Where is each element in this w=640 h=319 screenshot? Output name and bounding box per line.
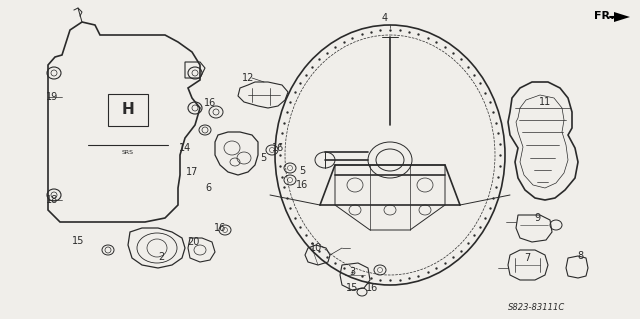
Text: 17: 17	[186, 167, 198, 177]
Text: FR.: FR.	[594, 11, 614, 21]
Text: 15: 15	[72, 236, 84, 246]
Text: 5: 5	[260, 153, 266, 163]
Text: 15: 15	[346, 283, 358, 293]
Text: 12: 12	[242, 73, 254, 83]
Text: 7: 7	[524, 253, 530, 263]
Text: 19: 19	[46, 92, 58, 102]
Text: 10: 10	[310, 243, 322, 253]
Text: 9: 9	[534, 213, 540, 223]
Text: 18: 18	[46, 195, 58, 205]
Text: H: H	[122, 102, 134, 117]
Text: 3: 3	[349, 267, 355, 277]
Text: S823-83111C: S823-83111C	[508, 302, 565, 311]
Text: 5: 5	[299, 166, 305, 176]
Text: 16: 16	[214, 223, 226, 233]
Text: 20: 20	[187, 237, 199, 247]
Text: 16: 16	[204, 98, 216, 108]
Text: 2: 2	[158, 252, 164, 262]
Text: 4: 4	[382, 13, 388, 23]
Text: 6: 6	[205, 183, 211, 193]
Polygon shape	[614, 12, 630, 22]
Text: 16: 16	[272, 143, 284, 153]
Text: 14: 14	[179, 143, 191, 153]
Text: 16: 16	[366, 283, 378, 293]
Text: 8: 8	[577, 251, 583, 261]
Text: 16: 16	[296, 180, 308, 190]
Text: 11: 11	[539, 97, 551, 107]
Text: SRS: SRS	[122, 150, 134, 154]
